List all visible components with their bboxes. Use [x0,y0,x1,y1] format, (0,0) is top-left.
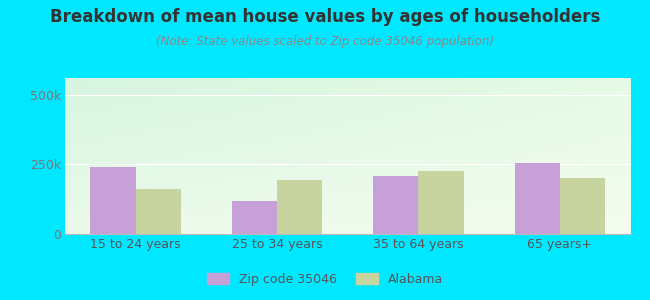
Text: (Note: State values scaled to Zip code 35046 population): (Note: State values scaled to Zip code 3… [156,34,494,47]
Bar [419,171,463,234]
Bar [373,176,419,234]
Legend: Zip code 35046, Alabama: Zip code 35046, Alabama [202,268,448,291]
Bar [560,178,605,234]
Bar [515,163,560,234]
Bar [277,180,322,234]
Text: Breakdown of mean house values by ages of householders: Breakdown of mean house values by ages o… [50,8,600,26]
Bar [136,189,181,234]
Bar [90,167,136,234]
Bar [232,201,277,234]
